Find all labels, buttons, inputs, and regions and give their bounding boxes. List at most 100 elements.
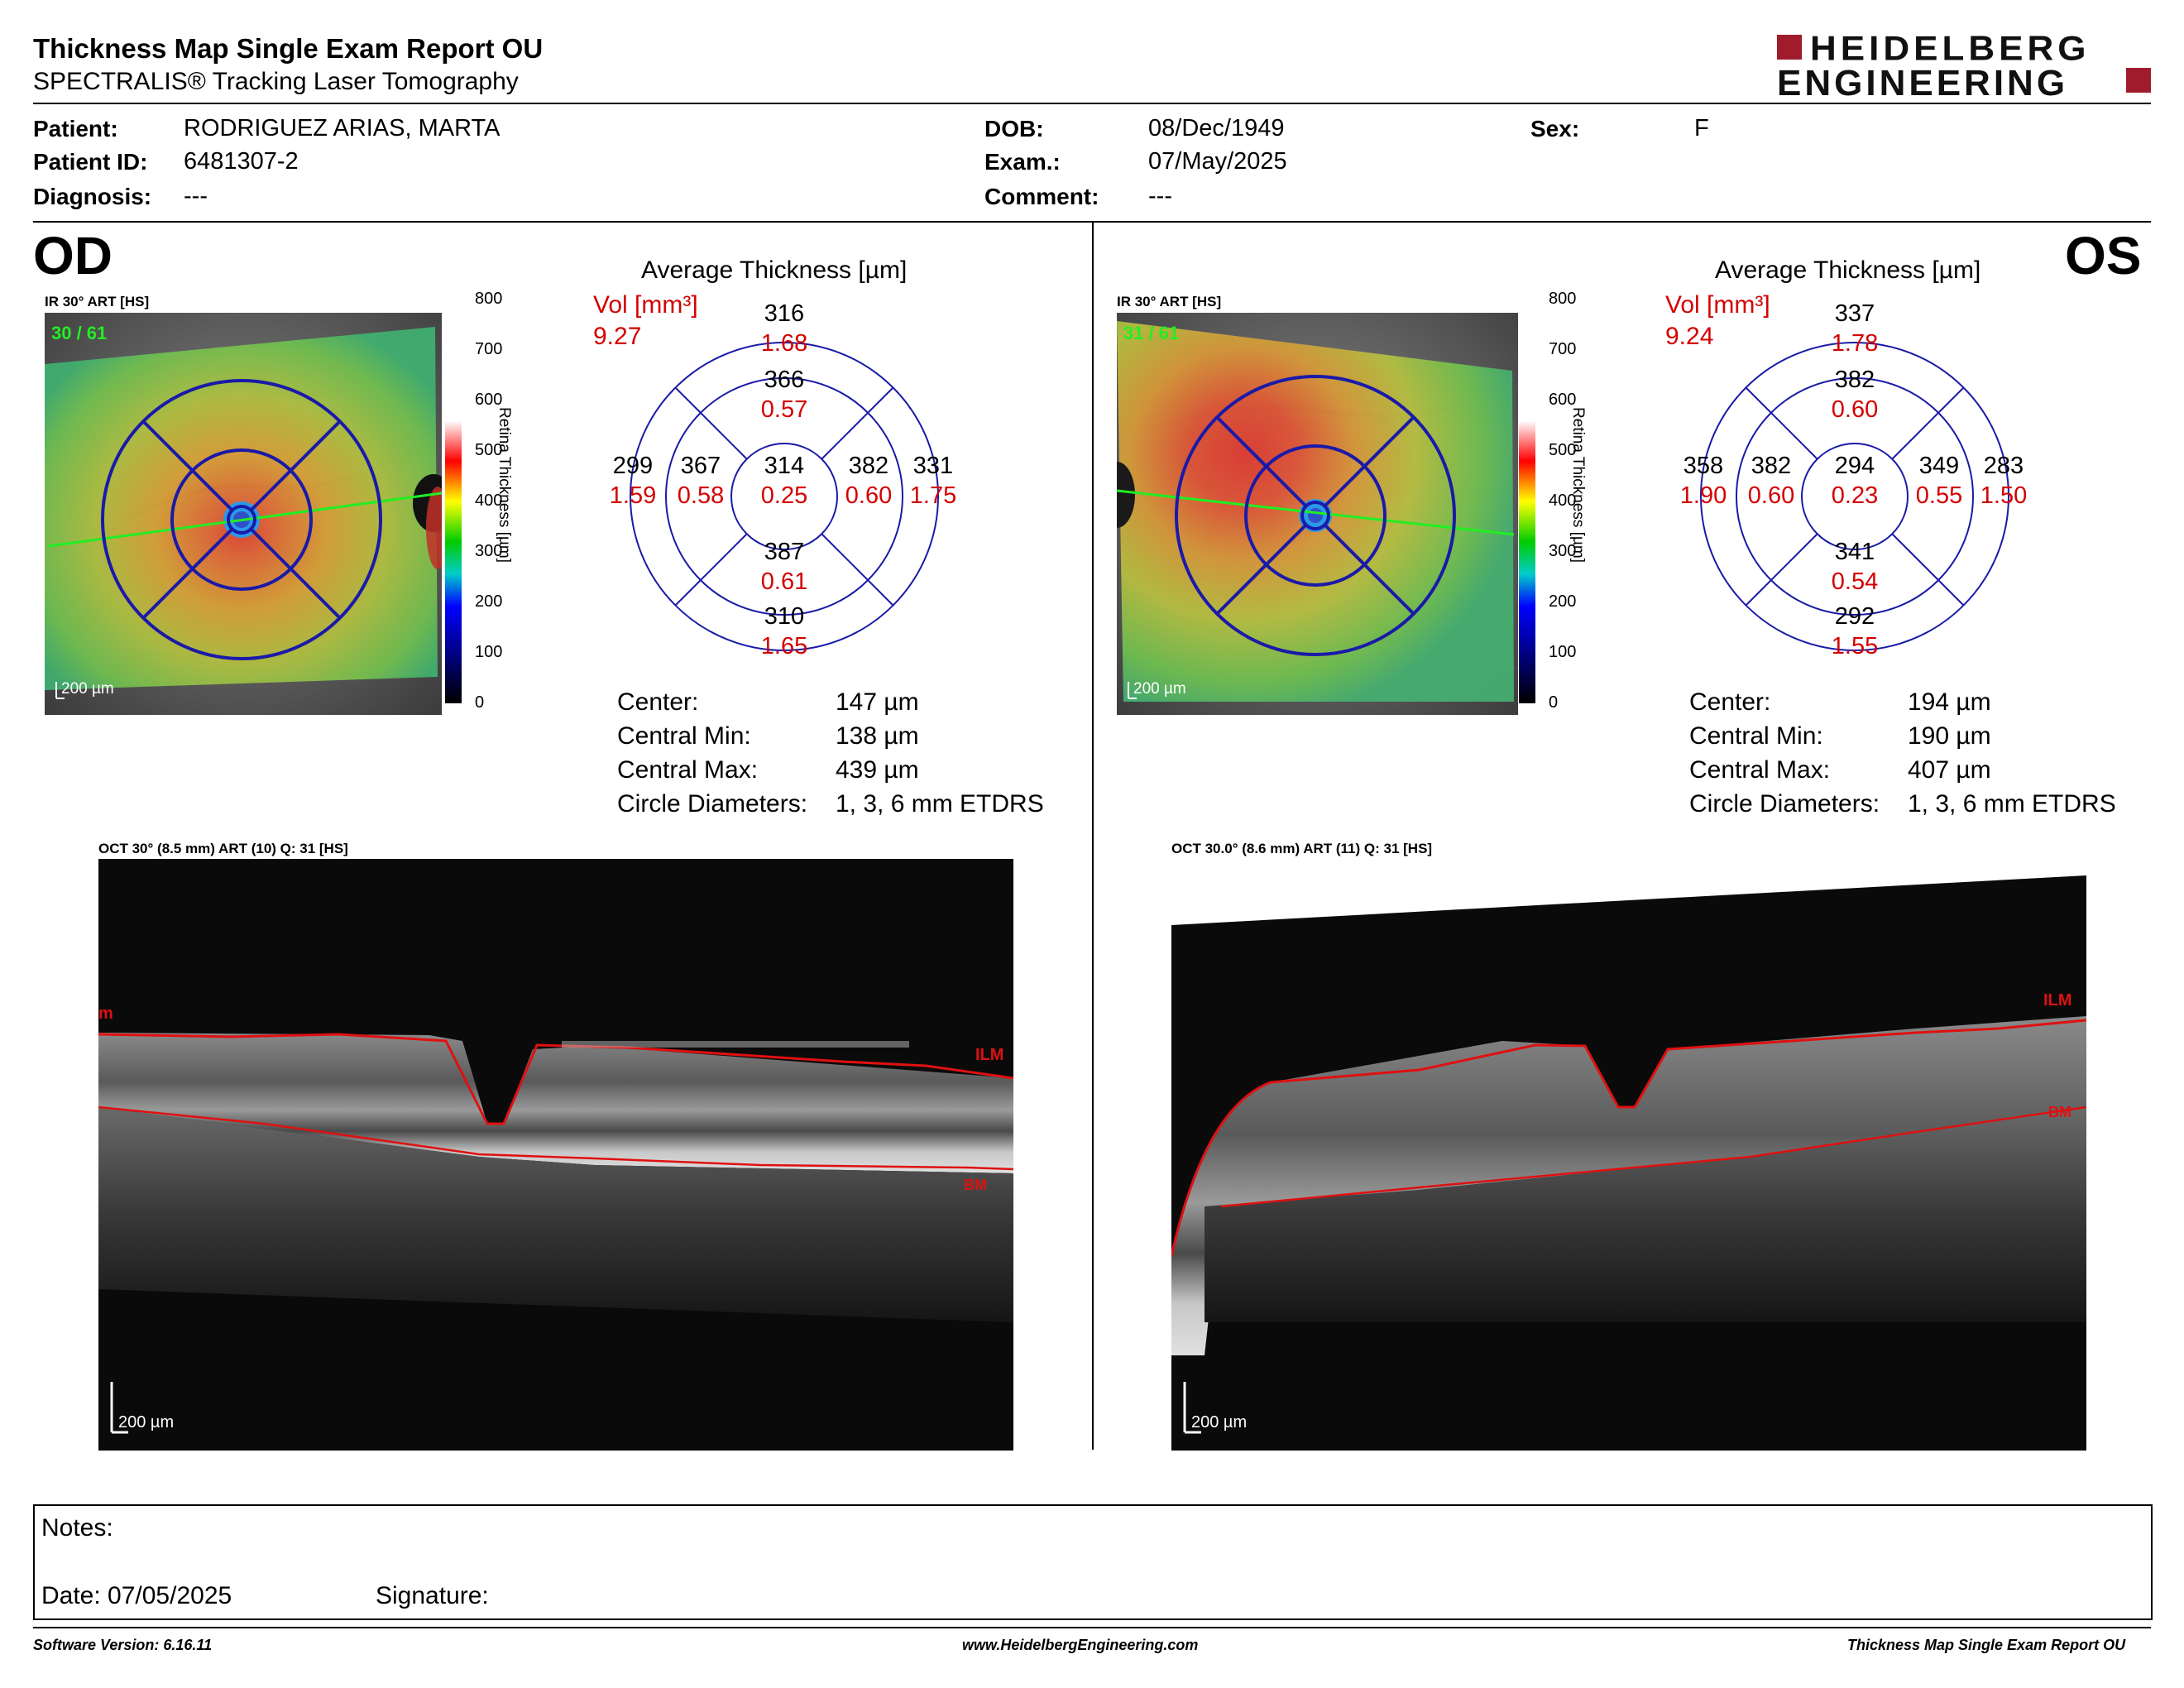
heidelberg-logo: HEIDELBERG ENGINEERING <box>1777 29 2158 103</box>
os-thickness-scale: 800 700 600 500 400 300 200 100 0 Retina… <box>1519 290 1610 722</box>
scale-title: Retina Thickness [µm] <box>496 407 513 563</box>
scale-tick-700: 700 <box>1549 340 1577 358</box>
eye-divider <box>1092 222 1094 1450</box>
diagnosis-value: --- <box>184 183 208 209</box>
od-central-min-label: Central Min: <box>617 722 751 750</box>
od-outer-sup-volume: 1.68 <box>760 330 808 357</box>
scale-tick-300: 300 <box>475 542 503 560</box>
date-label: Date: 07/05/2025 <box>41 1582 232 1609</box>
scale-tick-400: 400 <box>1549 492 1577 510</box>
os-outer-right-thickness: 283 <box>1983 453 2024 479</box>
scale-tick-100: 100 <box>1549 643 1577 661</box>
scale-tick-200: 200 <box>475 592 503 611</box>
od-center-thickness: 314 <box>764 453 805 479</box>
od-circle-diameters-value: 1, 3, 6 mm ETDRS <box>836 790 1044 818</box>
signature-label: Signature: <box>376 1582 489 1609</box>
patient-id-label: Patient ID: <box>33 149 148 175</box>
od-center-value: 147 µm <box>836 688 919 716</box>
od-frame-counter: 30 / 61 <box>51 323 108 343</box>
os-oct-label: OCT 30.0° (8.6 mm) ART (11) Q: 31 [HS] <box>1171 841 1433 856</box>
os-outer-inf-thickness: 292 <box>1834 603 1875 630</box>
header-divider <box>33 103 2151 104</box>
scale-title: Retina Thickness [µm] <box>1569 407 1587 563</box>
os-inner-left-thickness: 382 <box>1751 453 1792 479</box>
os-inner-left-volume: 0.60 <box>1747 482 1795 509</box>
od-ilm-edge-label: m <box>98 1005 113 1023</box>
od-oct-label: OCT 30° (8.5 mm) ART (10) Q: 31 [HS] <box>98 841 348 856</box>
os-etdrs-grid: 337 1.78 382 0.60 294 0.23 382 0.60 349 … <box>1680 295 2032 668</box>
os-central-max-value: 407 µm <box>1908 756 1991 784</box>
sex-label: Sex: <box>1530 116 1580 141</box>
os-vol-label: Vol [mm³] <box>1665 291 1770 319</box>
od-inner-inf-volume: 0.61 <box>760 568 808 595</box>
od-outer-sup-thickness: 316 <box>764 300 805 327</box>
os-inner-inf-volume: 0.54 <box>1831 568 1879 595</box>
scale-tick-0: 0 <box>475 693 485 712</box>
os-ir-label: IR 30° ART [HS] <box>1117 294 1222 309</box>
os-bm-label: BM <box>2048 1104 2071 1120</box>
os-thickness-map: 31 / 61 200 µm <box>1099 313 1518 715</box>
os-inner-right-volume: 0.55 <box>1915 482 1963 509</box>
scale-tick-0: 0 <box>1549 693 1559 712</box>
od-oct-scalebar: 200 µm <box>118 1413 175 1431</box>
website-link[interactable]: www.HeidelbergEngineering.com <box>962 1637 1199 1653</box>
od-outer-right-thickness: 331 <box>912 453 954 479</box>
od-outer-inf-volume: 1.65 <box>760 633 808 659</box>
od-central-max-value: 439 µm <box>836 756 919 784</box>
scale-tick-600: 600 <box>475 391 503 409</box>
od-thickness-scale: 800 700 600 500 400 300 200 100 0 Retina… <box>445 290 536 722</box>
exam-date-value: 07/May/2025 <box>1148 148 1287 175</box>
od-etdrs-grid: 316 1.68 366 0.57 314 0.25 367 0.58 382 … <box>610 295 961 668</box>
os-outer-left-thickness: 358 <box>1683 453 1724 479</box>
os-center-value: 194 µm <box>1908 688 1991 716</box>
eye-label-os: OS <box>2065 226 2142 285</box>
scale-tick-100: 100 <box>475 643 503 661</box>
os-inner-right-thickness: 349 <box>1918 453 1960 479</box>
os-circle-diameters-label: Circle Diameters: <box>1689 790 1880 818</box>
os-oct-bscan: ILM BM 200 µm <box>1171 859 2086 1451</box>
od-outer-left-thickness: 299 <box>612 453 654 479</box>
footer-divider <box>33 1627 2151 1628</box>
od-central-max-label: Central Max: <box>617 756 759 784</box>
scale-tick-300: 300 <box>1549 542 1577 560</box>
logo-text-heidelberg: HEIDELBERG <box>1810 29 2091 68</box>
os-center-label: Center: <box>1689 688 1771 716</box>
notes-box: Notes: Date: 07/05/2025 Signature: <box>33 1504 2153 1620</box>
patient-name: RODRIGUEZ ARIAS, MARTA <box>184 115 500 141</box>
od-inner-sup-volume: 0.57 <box>760 396 808 423</box>
os-outer-left-volume: 1.90 <box>1679 482 1727 509</box>
od-avg-thickness-title: Average Thickness [µm] <box>641 257 908 284</box>
os-outer-sup-thickness: 337 <box>1834 300 1875 327</box>
scale-tick-700: 700 <box>475 340 503 358</box>
od-vol-label: Vol [mm³] <box>593 291 698 319</box>
od-inner-right-volume: 0.60 <box>845 482 893 509</box>
od-center-volume: 0.25 <box>760 482 808 509</box>
sex-value: F <box>1694 115 1709 141</box>
scale-tick-800: 800 <box>475 290 503 308</box>
software-version: Software Version: 6.16.11 <box>33 1637 213 1653</box>
os-inner-inf-thickness: 341 <box>1834 539 1875 565</box>
od-vol-value: 9.27 <box>593 323 642 350</box>
os-avg-thickness-title: Average Thickness [µm] <box>1715 257 1981 284</box>
od-map-scalebar: 200 µm <box>61 680 114 698</box>
report-title: Thickness Map Single Exam Report OU <box>33 33 544 64</box>
os-inner-sup-thickness: 382 <box>1834 367 1875 393</box>
od-outer-left-volume: 1.59 <box>609 482 657 509</box>
notes-label: Notes: <box>41 1514 113 1542</box>
os-center-volume: 0.23 <box>1831 482 1879 509</box>
od-central-min-value: 138 µm <box>836 722 919 750</box>
os-central-max-label: Central Max: <box>1689 756 1831 784</box>
os-center-thickness: 294 <box>1834 453 1875 479</box>
report-subtitle: SPECTRALIS® Tracking Laser Tomography <box>33 68 519 95</box>
od-inner-left-volume: 0.58 <box>677 482 725 509</box>
scale-tick-400: 400 <box>475 492 503 510</box>
od-circle-diameters-label: Circle Diameters: <box>617 790 808 818</box>
scale-tick-500: 500 <box>475 441 503 459</box>
os-map-scalebar: 200 µm <box>1133 680 1186 698</box>
os-outer-sup-volume: 1.78 <box>1831 330 1879 357</box>
os-outer-inf-volume: 1.55 <box>1831 633 1879 659</box>
od-ir-label: IR 30° ART [HS] <box>45 294 150 309</box>
od-inner-inf-thickness: 387 <box>764 539 805 565</box>
od-oct-bscan: m ILM BM 200 µm <box>98 859 1013 1451</box>
os-circle-diameters-value: 1, 3, 6 mm ETDRS <box>1908 790 2116 818</box>
